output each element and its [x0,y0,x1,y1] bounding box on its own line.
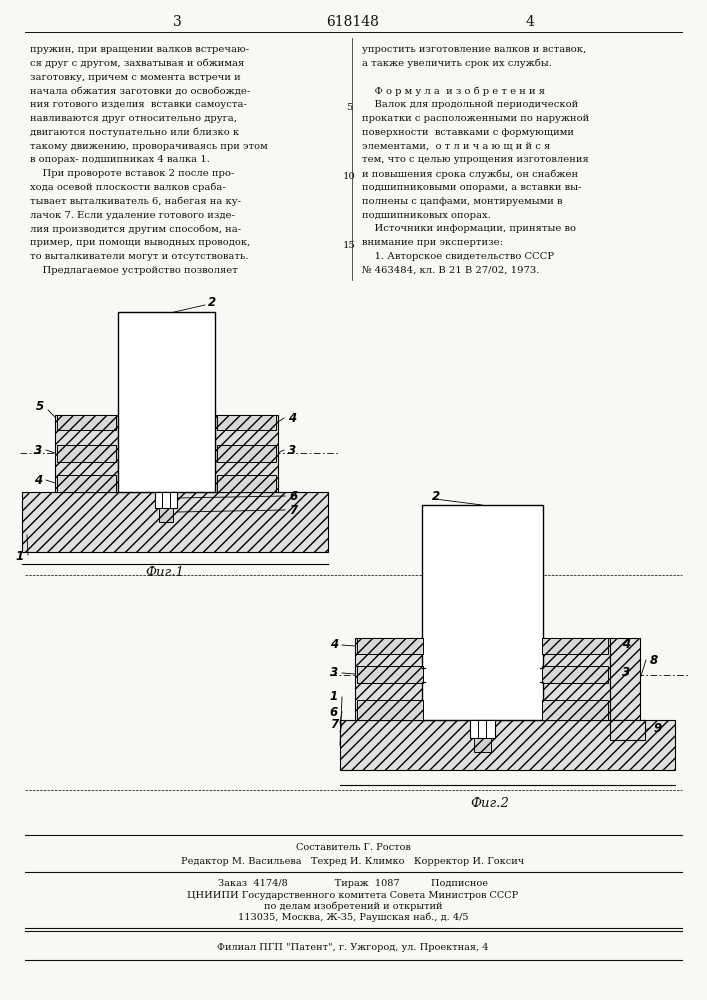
Text: элементами,  о т л и ч а ю щ и й с я: элементами, о т л и ч а ю щ и й с я [362,142,550,151]
Text: При провороте вставок 2 после про-: При провороте вставок 2 после про- [30,169,234,178]
Text: и повышения срока службы, он снабжен: и повышения срока службы, он снабжен [362,169,578,179]
Text: прокатки с расположенными по наружной: прокатки с расположенными по наружной [362,114,589,123]
Text: 8: 8 [650,654,658,666]
Text: такому движению, проворачиваясь при этом: такому движению, проворачиваясь при этом [30,142,268,151]
Text: по делам изобретений и открытий: по делам изобретений и открытий [264,901,443,911]
Text: Источники информации, принятые во: Источники информации, принятые во [362,224,576,233]
Bar [470,720,495,738]
Text: в опорах- подшипниках 4 валка 1.: в опорах- подшипниках 4 валка 1. [30,155,210,164]
Text: 3: 3 [288,444,296,456]
Text: полнены с цапфами, монтируемыми в: полнены с цапфами, монтируемыми в [362,197,563,206]
Bar [610,720,645,740]
Bar [215,415,278,492]
Text: пример, при помощи выводных проводок,: пример, при помощи выводных проводок, [30,238,250,247]
Bar [217,475,276,492]
Text: 618148: 618148 [327,15,380,29]
Bar [357,666,423,683]
Text: Ф о р м у л а  и з о б р е т е н и я: Ф о р м у л а и з о б р е т е н и я [362,86,545,96]
Bar [55,415,118,492]
Bar [610,638,640,720]
Bar [57,475,116,492]
Bar [542,666,608,683]
Text: 9: 9 [654,722,662,734]
Bar [22,492,328,552]
Bar [217,445,276,462]
Text: 4: 4 [525,15,534,29]
Text: 15: 15 [343,241,356,250]
Text: поверхности  вставками с формующими: поверхности вставками с формующими [362,128,574,137]
Text: 2: 2 [432,489,440,502]
Bar [217,415,276,430]
Text: заготовку, причем с момента встречи и: заготовку, причем с момента встречи и [30,73,241,82]
Text: 4: 4 [34,474,42,487]
Text: ния готового изделия  вставки самоуста-: ния готового изделия вставки самоуста- [30,100,247,109]
Text: Редактор М. Васильева   Техред И. Климко   Корректор И. Гоксич: Редактор М. Васильева Техред И. Климко К… [182,857,525,866]
Text: 3: 3 [34,444,42,456]
Bar [540,638,610,720]
Text: № 463484, кл. В 21 В 27/02, 1973.: № 463484, кл. В 21 В 27/02, 1973. [362,266,539,275]
Text: подшипниковых опорах.: подшипниковых опорах. [362,211,491,220]
Text: двигаются поступательно или близко к: двигаются поступательно или близко к [30,128,239,137]
Text: 3: 3 [330,666,338,680]
Text: тем, что с целью упрощения изготовления: тем, что с целью упрощения изготовления [362,155,589,164]
Text: 7: 7 [330,718,338,730]
Text: 5: 5 [36,400,44,414]
Bar [355,638,425,720]
Text: хода осевой плоскости валков сраба-: хода осевой плоскости валков сраба- [30,183,226,192]
Bar [357,638,423,654]
Bar [422,505,543,720]
Text: 10: 10 [343,172,356,181]
Text: Заказ  4174/8               Тираж  1087          Подписное: Заказ 4174/8 Тираж 1087 Подписное [218,879,488,888]
Text: Фиг.2: Фиг.2 [471,797,510,810]
Bar [159,508,173,522]
Text: 4: 4 [622,639,630,652]
Text: пружин, при вращении валков встречаю-: пружин, при вращении валков встречаю- [30,45,249,54]
Text: 6: 6 [330,706,338,718]
Text: тывает выталкиватель 6, набегая на ку-: тывает выталкиватель 6, набегая на ку- [30,197,241,206]
Text: 4: 4 [288,412,296,424]
Text: Филиал ПГП "Патент", г. Ужгород, ул. Проектная, 4: Филиал ПГП "Патент", г. Ужгород, ул. Про… [217,944,489,952]
Text: Составитель Г. Ростов: Составитель Г. Ростов [296,844,410,852]
Text: лия производится другим способом, на-: лия производится другим способом, на- [30,224,241,234]
Bar [357,700,423,720]
Text: навливаются друг относительно друга,: навливаются друг относительно друга, [30,114,237,123]
Text: 7: 7 [289,504,297,516]
Bar [542,700,608,720]
Text: ЦНИИПИ Государственного комитета Совета Министров СССР: ЦНИИПИ Государственного комитета Совета … [187,890,519,900]
Bar [542,638,608,654]
Text: подшипниковыми опорами, а вставки вы-: подшипниковыми опорами, а вставки вы- [362,183,581,192]
Text: 1: 1 [16,550,24,564]
Bar [474,738,491,752]
Text: а также увеличить срок их службы.: а также увеличить срок их службы. [362,59,551,68]
Text: 3: 3 [622,666,630,680]
Text: Предлагаемое устройство позволяет: Предлагаемое устройство позволяет [30,266,238,275]
Bar [340,720,675,770]
Text: начала обжатия заготовки до освобожде-: начала обжатия заготовки до освобожде- [30,86,250,95]
Text: внимание при экспертизе:: внимание при экспертизе: [362,238,503,247]
Bar [155,492,177,508]
Text: Валок для продольной периодической: Валок для продольной периодической [362,100,578,109]
Text: лачок 7. Если удаление готового изде-: лачок 7. Если удаление готового изде- [30,211,235,220]
Text: 2: 2 [208,296,216,308]
Text: 6: 6 [289,489,297,502]
Text: 3: 3 [173,15,182,29]
Text: ся друг с другом, захватывая и обжимая: ся друг с другом, захватывая и обжимая [30,59,244,68]
Bar [57,445,116,462]
Text: 1: 1 [330,690,338,704]
Text: 4: 4 [330,639,338,652]
Text: Фиг.1: Фиг.1 [146,566,185,579]
Text: 113035, Москва, Ж-35, Раушская наб., д. 4/5: 113035, Москва, Ж-35, Раушская наб., д. … [238,912,468,922]
Bar [118,312,215,492]
Text: 1. Авторское свидетельство СССР: 1. Авторское свидетельство СССР [362,252,554,261]
Bar [57,415,116,430]
Text: то выталкиватели могут и отсутствовать.: то выталкиватели могут и отсутствовать. [30,252,248,261]
Text: 5: 5 [346,103,352,112]
Text: упростить изготовление валков и вставок,: упростить изготовление валков и вставок, [362,45,586,54]
